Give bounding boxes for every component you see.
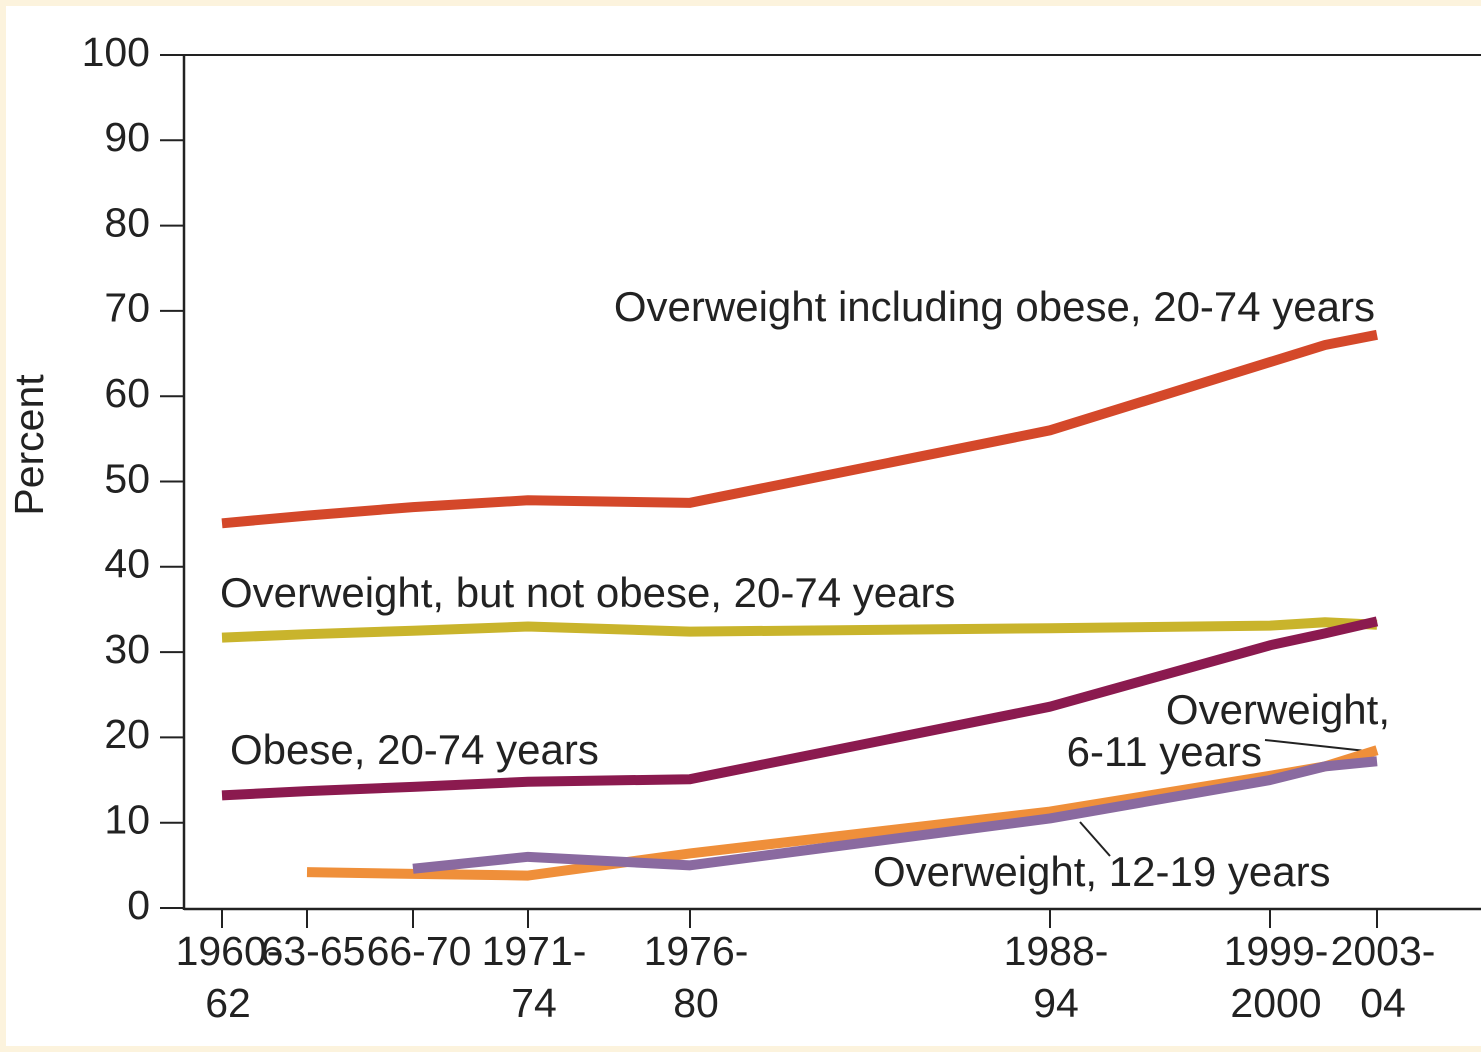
series-line <box>412 756 1378 874</box>
x-tick-label: 1971-74 <box>481 928 587 1026</box>
annotation: Overweight, but not obese, 20-74 years <box>220 569 955 616</box>
series-line <box>221 329 1378 529</box>
y-tick-label: 80 <box>104 199 150 245</box>
x-tick-label: 1988-94 <box>1003 928 1109 1026</box>
annotation: Overweight, 12-19 years <box>873 848 1331 895</box>
y-tick-label: 100 <box>82 29 150 75</box>
y-tick-label: 50 <box>104 455 150 501</box>
series-line <box>221 617 1378 643</box>
y-tick-label: 20 <box>104 711 150 757</box>
leader-line <box>1079 821 1111 857</box>
y-tick-label: 30 <box>104 626 150 672</box>
y-tick-label: 90 <box>104 114 150 160</box>
annotation: Overweight including obese, 20-74 years <box>614 283 1375 330</box>
x-tick-label: 63-65 <box>260 928 366 974</box>
leader-line <box>1264 739 1376 753</box>
x-tick-label: 1960-62 <box>175 928 281 1026</box>
y-tick-label: 60 <box>104 370 150 416</box>
y-tick-label: 0 <box>127 882 150 928</box>
series-line <box>221 616 1379 801</box>
y-tick-label: 70 <box>104 285 150 331</box>
x-tick-label: 66-70 <box>366 928 472 974</box>
y-tick-label: 10 <box>104 797 150 843</box>
annotation: Obese, 20-74 years <box>230 726 599 773</box>
y-axis-label: Percent <box>6 374 52 516</box>
y-tick-label: 40 <box>104 541 150 587</box>
x-tick-label: 1999-2000 <box>1223 928 1329 1026</box>
x-tick-label: 1976-80 <box>643 928 749 1026</box>
chart-background <box>6 6 1481 1046</box>
x-tick-label: 2003-04 <box>1330 928 1436 1026</box>
annotation: Overweight, <box>1166 686 1390 733</box>
annotation: 6-11 years <box>1067 728 1262 775</box>
